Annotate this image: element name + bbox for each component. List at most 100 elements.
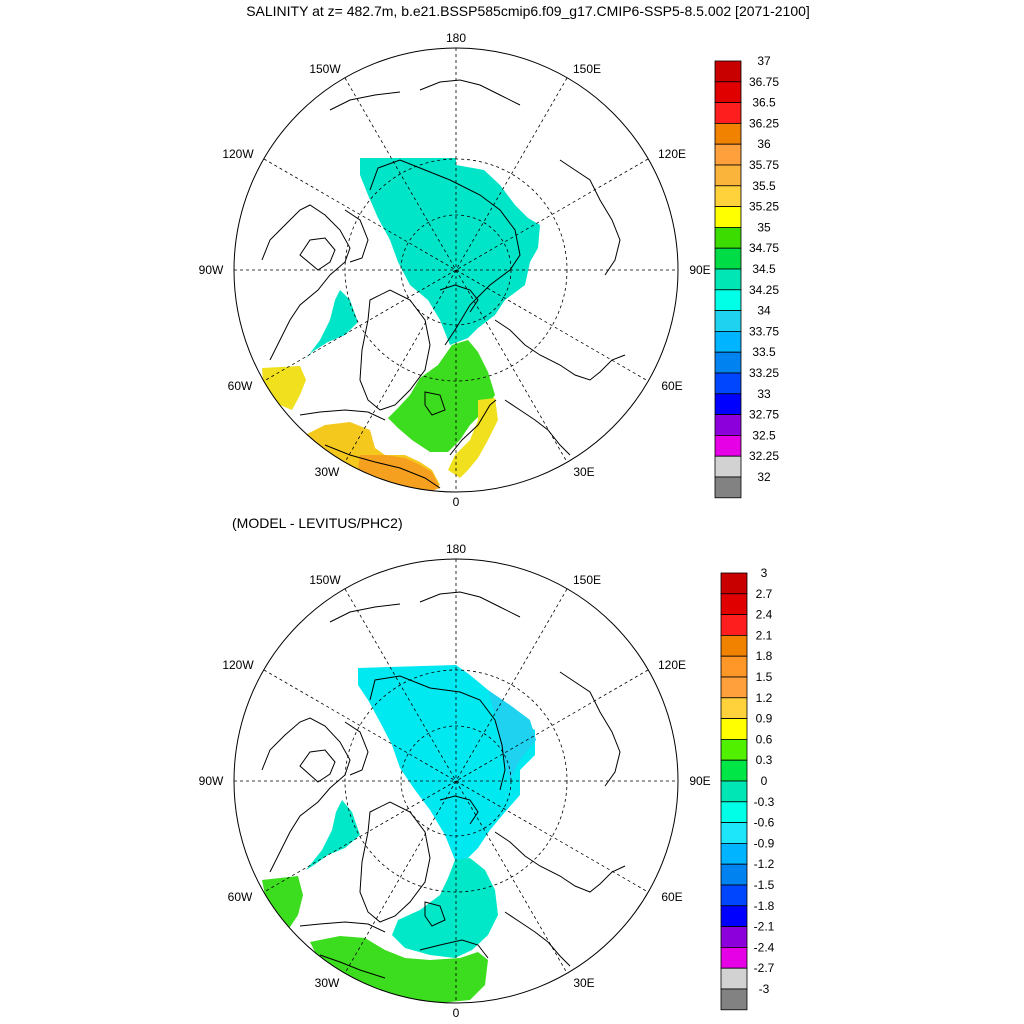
- colorbar-swatch: [720, 947, 748, 969]
- colorbar-tick-label: 36.75: [749, 75, 779, 89]
- colorbar-tick-label: 2.1: [756, 628, 773, 642]
- colorbar-swatch: [720, 614, 748, 636]
- colorbar-tick-label: 34.25: [749, 283, 779, 297]
- colorbar-swatch: [714, 102, 742, 124]
- colorbar-tick-label: 34: [757, 304, 771, 318]
- colorbar-swatch: [720, 635, 748, 657]
- colorbar-tick-label: -0.6: [754, 816, 775, 830]
- map-border: [233, 558, 679, 1004]
- colorbar-swatch: [720, 988, 748, 1011]
- anomaly-region-labrador: [262, 876, 303, 930]
- anomaly-contour: [419, 939, 489, 959]
- colorbar-swatch: [720, 780, 748, 803]
- lon-label-30w: 30W: [315, 976, 340, 990]
- colorbar-tick-label: 33.75: [749, 324, 779, 338]
- coastlines: [261, 79, 626, 456]
- colorbar-tick-label: 33: [757, 387, 771, 401]
- colorbar-swatch: [714, 143, 742, 166]
- colorbar-tick-label: 32.25: [749, 449, 779, 463]
- colorbar-tick-label: 1.5: [756, 670, 773, 684]
- colorbar-tick-label: -1.8: [754, 899, 775, 913]
- colorbar-swatch: [714, 247, 742, 270]
- colorbar-swatch: [720, 655, 748, 678]
- lon-label-60e: 60E: [661, 379, 682, 393]
- colorbar-swatch: [714, 310, 742, 332]
- lon-label-60w: 60W: [228, 890, 253, 904]
- colorbar-swatch: [714, 414, 742, 436]
- colorbar-swatch: [714, 226, 742, 249]
- map-border: [233, 47, 679, 493]
- colorbar-swatch: [714, 434, 742, 457]
- longitude-labels: 180 150W 150E 120W 120E 90W 90E 60W 60E …: [199, 542, 711, 1020]
- salinity-region-norwegian-coast: [448, 398, 498, 478]
- colorbar-swatch: [714, 206, 742, 228]
- colorbar-swatch: [714, 123, 742, 145]
- colorbar-swatch: [714, 372, 742, 395]
- lon-label-60e: 60E: [661, 890, 682, 904]
- colorbar-swatch: [714, 455, 742, 478]
- colorbar-tick-label: -1.5: [754, 878, 775, 892]
- colorbar-swatch: [714, 268, 742, 291]
- salinity-map: 180 150W 150E 120W 120E 90W 90E 60W 60E …: [199, 31, 711, 509]
- lon-label-150e: 150E: [573, 573, 601, 587]
- colorbar-tick-label: 33.5: [752, 345, 776, 359]
- colorbar-swatch: [720, 905, 748, 927]
- colorbar-tick-label: -3: [759, 982, 770, 996]
- colorbar-swatch: [720, 801, 748, 823]
- salinity-region-labrador: [262, 366, 306, 410]
- salinity-region-baffin: [305, 290, 358, 360]
- colorbar-tick-label: 1.8: [756, 649, 773, 663]
- anomaly-title: (MODEL - LEVITUS/PHC2): [232, 515, 403, 531]
- colorbar-swatch: [720, 676, 748, 699]
- colorbar-tick-label: 0.9: [756, 712, 773, 726]
- main-title: SALINITY at z= 482.7m, b.e21.BSSP585cmip…: [246, 3, 810, 19]
- colorbar-tick-label: -0.9: [754, 836, 775, 850]
- colorbar-tick-label: -2.4: [754, 940, 775, 954]
- colorbar-swatch: [714, 185, 742, 208]
- colorbar-tick-label: 32: [757, 470, 771, 484]
- lon-label-180: 180: [446, 31, 466, 45]
- anomaly-region-atlantic-inflow: [310, 936, 488, 1003]
- lon-label-180: 180: [446, 542, 466, 556]
- colorbar-tick-label: 32.75: [749, 408, 779, 422]
- anomaly-region-nordic-seas: [392, 858, 498, 958]
- colorbar-tick-label: -2.1: [754, 920, 775, 934]
- salinity-contour: [324, 444, 441, 489]
- colorbar-swatch: [714, 476, 742, 499]
- lon-label-90w: 90W: [199, 263, 224, 277]
- colorbar-swatch: [720, 697, 748, 719]
- anomaly-colorbar: 3 2.7 2.4 2.1 1.8 1.5 1.2 0.9 0.6 0.3 0 -0.3 -0.6 -0.…: [720, 566, 775, 1011]
- anomaly-contour: [369, 675, 506, 791]
- salinity-contour: [449, 399, 497, 456]
- anomaly-map: 180 150W 150E 120W 120E 90W 90E 60W 60E …: [199, 542, 711, 1020]
- colorbar-swatch: [714, 289, 742, 311]
- colorbar-swatch: [720, 843, 748, 865]
- salinity-colorbar: 37 36.75 36.5 36.25 36 35.75 35.5 35.25 35 34.75 3…: [714, 54, 779, 499]
- lon-label-120e: 120E: [658, 658, 686, 672]
- lon-label-90e: 90E: [689, 774, 710, 788]
- colorbar-tick-label: 35.75: [749, 158, 779, 172]
- colorbar-tick-label: -2.7: [754, 961, 775, 975]
- colorbar-tick-label: 3: [761, 566, 768, 580]
- colorbar-swatch: [720, 863, 748, 886]
- graticule: [234, 559, 678, 1003]
- lon-label-150w: 150W: [309, 62, 341, 76]
- colorbar-tick-label: 32.5: [752, 428, 776, 442]
- colorbar-swatch: [714, 81, 742, 104]
- colorbar-swatch: [720, 926, 748, 948]
- colorbar-tick-label: -1.2: [754, 857, 775, 871]
- colorbar-swatch: [720, 718, 748, 740]
- colorbar-tick-label: 2.4: [756, 608, 773, 622]
- colorbar-swatch: [714, 351, 742, 374]
- lon-label-90w: 90W: [199, 774, 224, 788]
- colorbar-swatch: [720, 759, 748, 782]
- colorbar-swatch: [720, 593, 748, 615]
- colorbar-tick-label: 34.5: [752, 262, 776, 276]
- colorbar-swatch: [720, 884, 748, 907]
- colorbar-swatch: [714, 164, 742, 187]
- colorbar-tick-label: 0.6: [756, 732, 773, 746]
- anomaly-region-baffin: [306, 800, 360, 870]
- colorbar-tick-label: 36.25: [749, 116, 779, 130]
- colorbar-swatch: [714, 393, 742, 415]
